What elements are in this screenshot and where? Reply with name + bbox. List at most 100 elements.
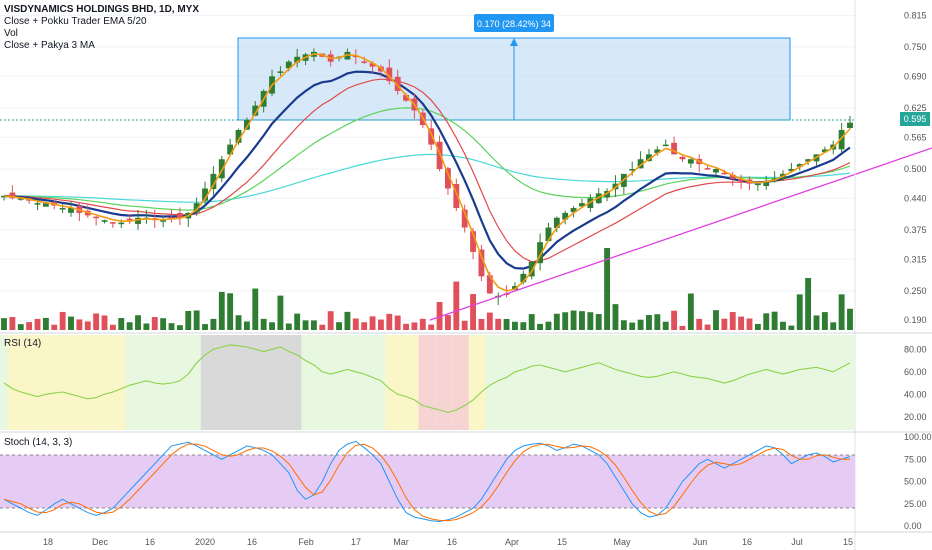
volume-bar — [428, 324, 435, 330]
volume-bar — [252, 288, 259, 330]
volume-bar — [310, 320, 317, 330]
time-tick-label: Feb — [298, 537, 314, 547]
price-tick-label: 0.440 — [904, 193, 927, 203]
rsi-zone — [418, 335, 427, 430]
candle-body — [68, 208, 74, 213]
volume-bar — [662, 321, 669, 330]
volume-bar — [478, 318, 485, 330]
candle-body — [218, 159, 225, 179]
volume-bars — [1, 248, 853, 330]
candle-body — [587, 198, 594, 209]
candle-body — [805, 159, 812, 162]
candle-body — [729, 174, 736, 179]
rsi-tick-label: 80.00 — [904, 344, 927, 354]
candle-body — [713, 169, 719, 173]
volume-bar — [160, 318, 167, 330]
rsi-zone — [393, 335, 402, 430]
candle-body — [361, 61, 368, 63]
candle-body — [394, 76, 401, 91]
price-tick-label: 0.375 — [904, 225, 927, 235]
rsi-zone — [284, 335, 293, 430]
stoch-tick-label: 100.00 — [904, 432, 932, 442]
volume-bar — [101, 315, 108, 330]
rsi-zone — [41, 335, 51, 430]
candle-body — [93, 216, 100, 219]
candle-body — [243, 120, 250, 130]
rsi-zone — [251, 335, 260, 430]
volume-bar — [696, 318, 703, 330]
candle-body — [227, 144, 234, 155]
volume-bar — [445, 315, 451, 330]
volume-bar — [143, 323, 150, 330]
candle-body — [126, 218, 133, 221]
volume-bar — [805, 278, 812, 330]
candle-body — [252, 105, 259, 116]
candle-body — [754, 183, 761, 186]
volume-bar — [269, 322, 275, 330]
volume-bar — [646, 315, 652, 330]
volume-bar — [403, 323, 409, 330]
legend-ma: Close + Pakya 3 MA — [4, 40, 95, 51]
candle-body — [210, 173, 217, 190]
volume-bar — [579, 311, 585, 330]
candle-body — [537, 242, 544, 264]
candle-body — [763, 181, 770, 187]
volume-bar — [294, 313, 301, 330]
candle-body — [553, 217, 560, 228]
rsi-zone — [100, 335, 109, 430]
time-tick-label: 18 — [43, 537, 53, 547]
rsi-axis: 80.00 60.00 40.00 20.00 — [904, 344, 927, 422]
volume-bar — [411, 322, 418, 330]
measure-label-box — [474, 14, 554, 32]
candle-body — [344, 51, 351, 60]
volume-bar — [285, 323, 292, 330]
volume-bar — [34, 318, 41, 330]
candle-body — [579, 203, 585, 207]
rsi-zone — [108, 335, 118, 430]
volume-bar — [461, 320, 468, 330]
volume-bar — [227, 293, 234, 330]
stoch-label: Stoch (14, 3, 3) — [4, 437, 73, 448]
volume-bar — [135, 315, 141, 330]
candle-body — [235, 129, 242, 143]
price-tick-label: 0.190 — [904, 315, 927, 325]
candle-body — [277, 71, 284, 73]
volume-bar — [202, 324, 208, 330]
volume-bar — [185, 310, 192, 330]
rsi-zone — [75, 335, 84, 430]
volume-bar — [512, 321, 518, 330]
volume-bar — [679, 325, 686, 330]
stoch-tick-label: 25.00 — [904, 499, 927, 509]
candle-body — [671, 142, 678, 155]
time-tick-label: Apr — [505, 537, 519, 547]
candle-body — [109, 222, 116, 224]
volume-bar — [344, 311, 351, 330]
volume-bar — [419, 318, 426, 330]
ema5-line — [3, 53, 851, 292]
candle-body — [738, 179, 745, 182]
ema20-line — [3, 78, 851, 263]
ma-blue-line — [3, 70, 851, 270]
volume-bar — [193, 310, 200, 330]
volume-bar — [830, 322, 837, 330]
volume-bar — [352, 318, 359, 330]
volume-bar — [788, 325, 795, 330]
last-price-badge-text: 0.595 — [904, 114, 927, 124]
volume-bar — [243, 321, 250, 330]
volume-bar — [704, 324, 711, 330]
volume-bar — [796, 294, 803, 330]
volume-bar — [520, 322, 527, 330]
rsi-zone — [427, 335, 436, 430]
rsi-zone — [83, 335, 92, 430]
candle-body — [679, 156, 686, 160]
volume-bar — [59, 311, 66, 330]
time-tick-label: 2020 — [195, 537, 215, 547]
candle-body — [528, 261, 535, 277]
volume-bar — [394, 315, 401, 330]
volume-bar — [176, 325, 183, 330]
candle-body — [352, 55, 359, 58]
candle-body — [160, 220, 167, 222]
volume-bar — [537, 323, 544, 330]
volume-bar — [151, 317, 158, 330]
